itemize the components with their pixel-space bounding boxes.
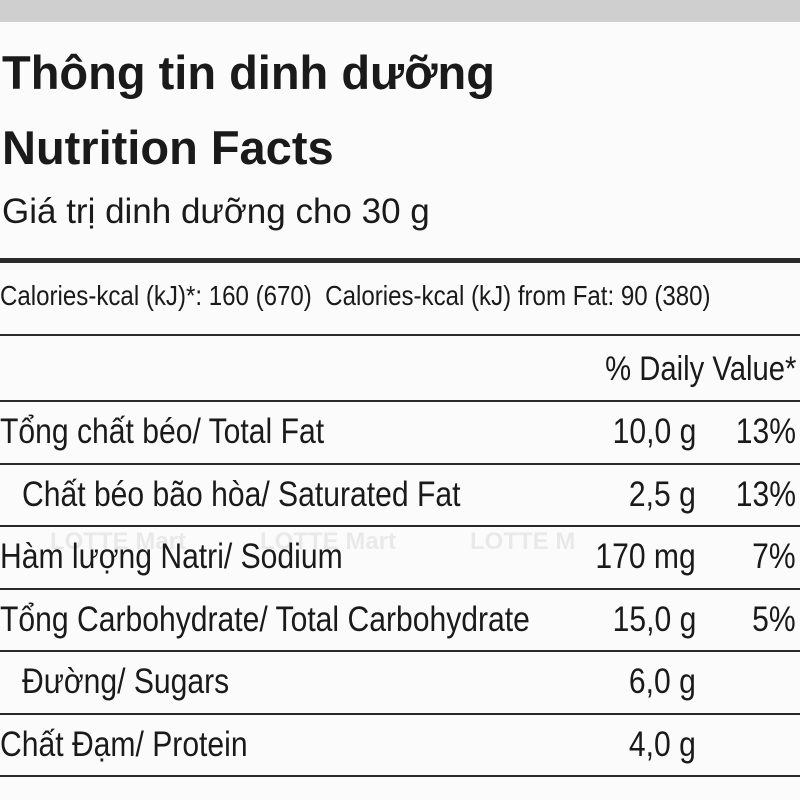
rule bbox=[0, 587, 800, 590]
rule bbox=[0, 400, 800, 402]
nutrient-name: Đường/ Sugars bbox=[22, 662, 230, 701]
watermark: LOTTE M bbox=[470, 528, 576, 555]
calories: Calories-kcal (kJ)*: 160 (670) Calories-… bbox=[0, 280, 711, 311]
title: Thông tin dinh dưỡng bbox=[2, 46, 495, 99]
amount: 2,5 g bbox=[629, 474, 696, 514]
daily-value: 5% bbox=[752, 599, 796, 639]
rule bbox=[0, 462, 800, 465]
watermark: LOTTE Mart bbox=[260, 528, 396, 555]
table-header: % Daily Value* bbox=[604, 350, 796, 388]
amount: 4,0 g bbox=[629, 724, 696, 764]
amount: 15,0 g bbox=[612, 599, 696, 639]
watermark: LOTTE Mart bbox=[50, 528, 186, 555]
rule bbox=[0, 712, 800, 715]
daily-value: 13% bbox=[735, 474, 796, 514]
nutrient-name: Chất béo bão hòa/ Saturated Fat bbox=[22, 474, 461, 514]
nutrient-name: Hàm lượng Natri/ Sodium bbox=[0, 537, 343, 576]
nutrient-name: Tổng Carbohydrate/ Total Carbohydrate bbox=[0, 599, 530, 639]
rule bbox=[0, 650, 800, 652]
thick-rule bbox=[0, 258, 800, 263]
label-edge bbox=[0, 0, 800, 22]
amount: 10,0 g bbox=[612, 412, 696, 451]
serving: Giá trị dinh dưỡng cho 30 g bbox=[2, 192, 430, 231]
amount: 170 mg bbox=[595, 537, 696, 576]
rule bbox=[0, 525, 800, 527]
subtitle: Nutrition Facts bbox=[2, 121, 334, 174]
daily-value: 13% bbox=[735, 412, 796, 451]
daily-value: 7% bbox=[752, 537, 796, 576]
rule bbox=[0, 775, 800, 777]
nutrient-name: Tổng chất béo/ Total Fat bbox=[0, 412, 325, 451]
rule bbox=[0, 334, 800, 336]
amount: 6,0 g bbox=[629, 662, 696, 701]
nutrient-name: Chất Đạm/ Protein bbox=[0, 724, 248, 764]
